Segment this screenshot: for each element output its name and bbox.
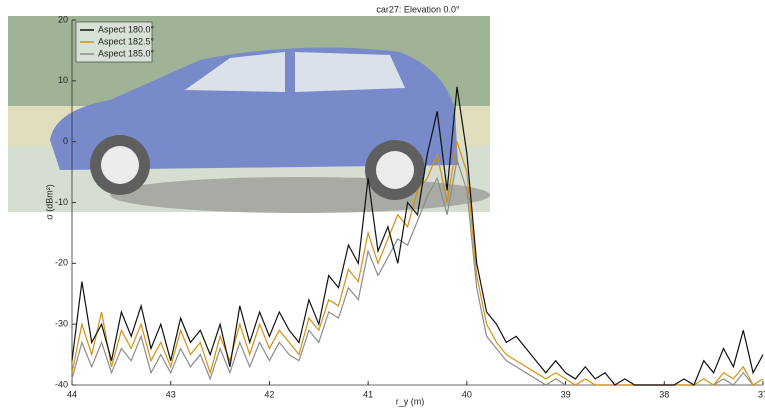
legend-label: Aspect 182.5° xyxy=(98,36,155,46)
y-tick-label: -10 xyxy=(55,197,68,207)
legend-label: Aspect 185.0° xyxy=(98,48,155,58)
x-tick-label: 41 xyxy=(363,389,373,399)
y-tick-label: -20 xyxy=(55,258,68,268)
x-tick-label: 37 xyxy=(758,389,765,399)
x-axis-label: r_y (m) xyxy=(396,396,425,406)
x-tick-label: 39 xyxy=(561,389,571,399)
chart-title: car27: Elevation 0.0° xyxy=(376,4,460,14)
y-axis-label: σ (dBm²) xyxy=(44,184,54,220)
y-tick-label: -40 xyxy=(55,379,68,389)
y-tick-label: -30 xyxy=(55,319,68,329)
x-tick-label: 38 xyxy=(659,389,669,399)
x-tick-label: 43 xyxy=(166,389,176,399)
car-photo xyxy=(8,16,490,213)
y-tick-label: 0 xyxy=(63,136,68,146)
y-tick-label: 20 xyxy=(58,14,68,24)
y-tick-label: 10 xyxy=(58,75,68,85)
x-tick-label: 40 xyxy=(462,389,472,399)
x-tick-label: 44 xyxy=(67,389,77,399)
legend-label: Aspect 180.0° xyxy=(98,24,155,34)
series-line xyxy=(71,86,764,386)
x-tick-label: 42 xyxy=(264,389,274,399)
